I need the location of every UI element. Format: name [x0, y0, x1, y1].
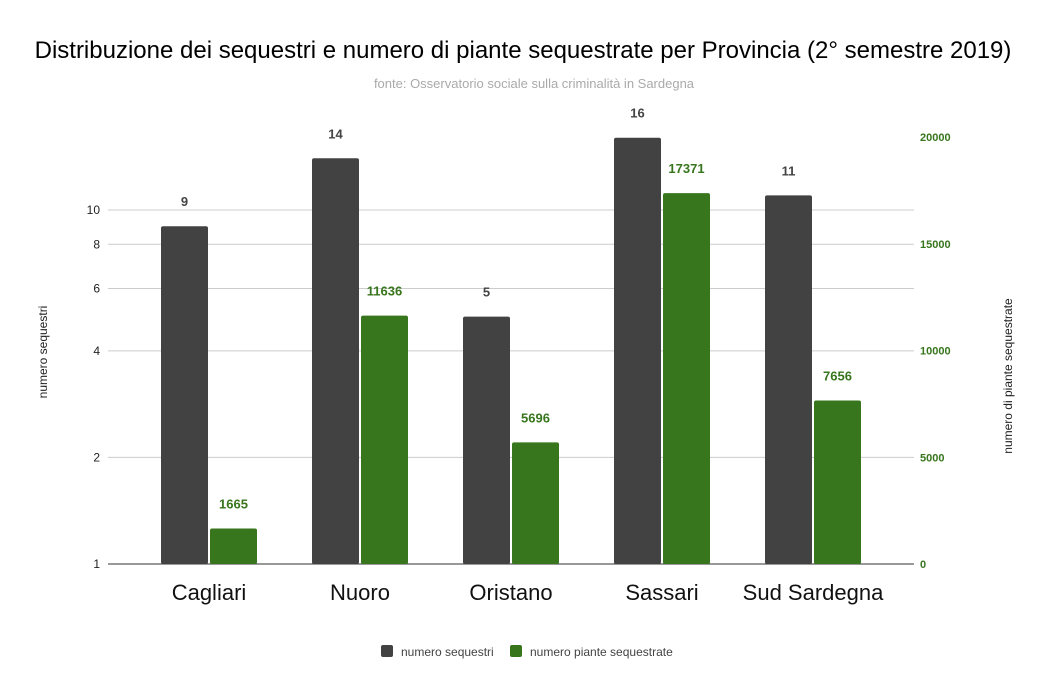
category-label: Sassari — [625, 580, 698, 605]
bar-sequestri-nuoro[interactable] — [312, 158, 359, 564]
data-label: 11636 — [367, 284, 402, 299]
category-label: Oristano — [469, 580, 552, 605]
data-label: 17371 — [668, 161, 704, 176]
legend-swatch — [510, 645, 522, 657]
bar-sequestri-oristano[interactable] — [463, 316, 510, 564]
bar-sequestri-sassari[interactable] — [614, 137, 661, 565]
chart-title: Distribuzione dei sequestri e numero di … — [35, 37, 1012, 64]
data-label: 5696 — [521, 410, 550, 425]
data-label: 1665 — [219, 496, 248, 511]
bar-piante-cagliari[interactable] — [210, 528, 257, 564]
right-tick-label: 20000 — [920, 132, 951, 144]
data-label: 9 — [181, 194, 188, 209]
left-tick-label: 1 — [93, 557, 100, 571]
right-tick-label: 0 — [920, 559, 926, 571]
left-axis-label: numero sequestri — [36, 306, 50, 399]
category-label: Sud Sardegna — [743, 580, 884, 605]
data-label: 11 — [782, 163, 796, 178]
bar-sequestri-cagliari[interactable] — [161, 226, 208, 564]
right-tick-label: 15000 — [920, 239, 951, 251]
bar-piante-oristano[interactable] — [512, 442, 559, 564]
bar-piante-sud-sardegna[interactable] — [814, 400, 861, 564]
left-tick-label: 8 — [93, 237, 100, 251]
data-label: 7656 — [823, 369, 852, 384]
right-axis-label: numero di piante sequestrate — [1001, 298, 1015, 454]
left-tick-label: 10 — [87, 203, 101, 217]
bar-sequestri-sud-sardegna[interactable] — [765, 195, 812, 564]
category-label: Cagliari — [172, 580, 247, 605]
legend-label[interactable]: numero piante sequestrate — [530, 645, 673, 659]
right-tick-label: 5000 — [920, 452, 944, 464]
left-tick-label: 2 — [93, 450, 100, 464]
category-label: Nuoro — [330, 580, 390, 605]
left-tick-label: 6 — [93, 282, 100, 296]
data-label: 5 — [483, 285, 490, 300]
bar-piante-nuoro[interactable] — [361, 315, 408, 564]
right-tick-label: 10000 — [920, 346, 951, 358]
chart-subtitle: fonte: Osservatorio sociale sulla crimin… — [374, 76, 695, 91]
left-tick-label: 4 — [93, 344, 100, 358]
data-label: 14 — [328, 126, 343, 141]
bar-piante-sassari[interactable] — [663, 193, 710, 564]
legend-swatch — [381, 645, 393, 657]
legend-label[interactable]: numero sequestri — [401, 645, 494, 659]
data-label: 16 — [630, 106, 644, 121]
